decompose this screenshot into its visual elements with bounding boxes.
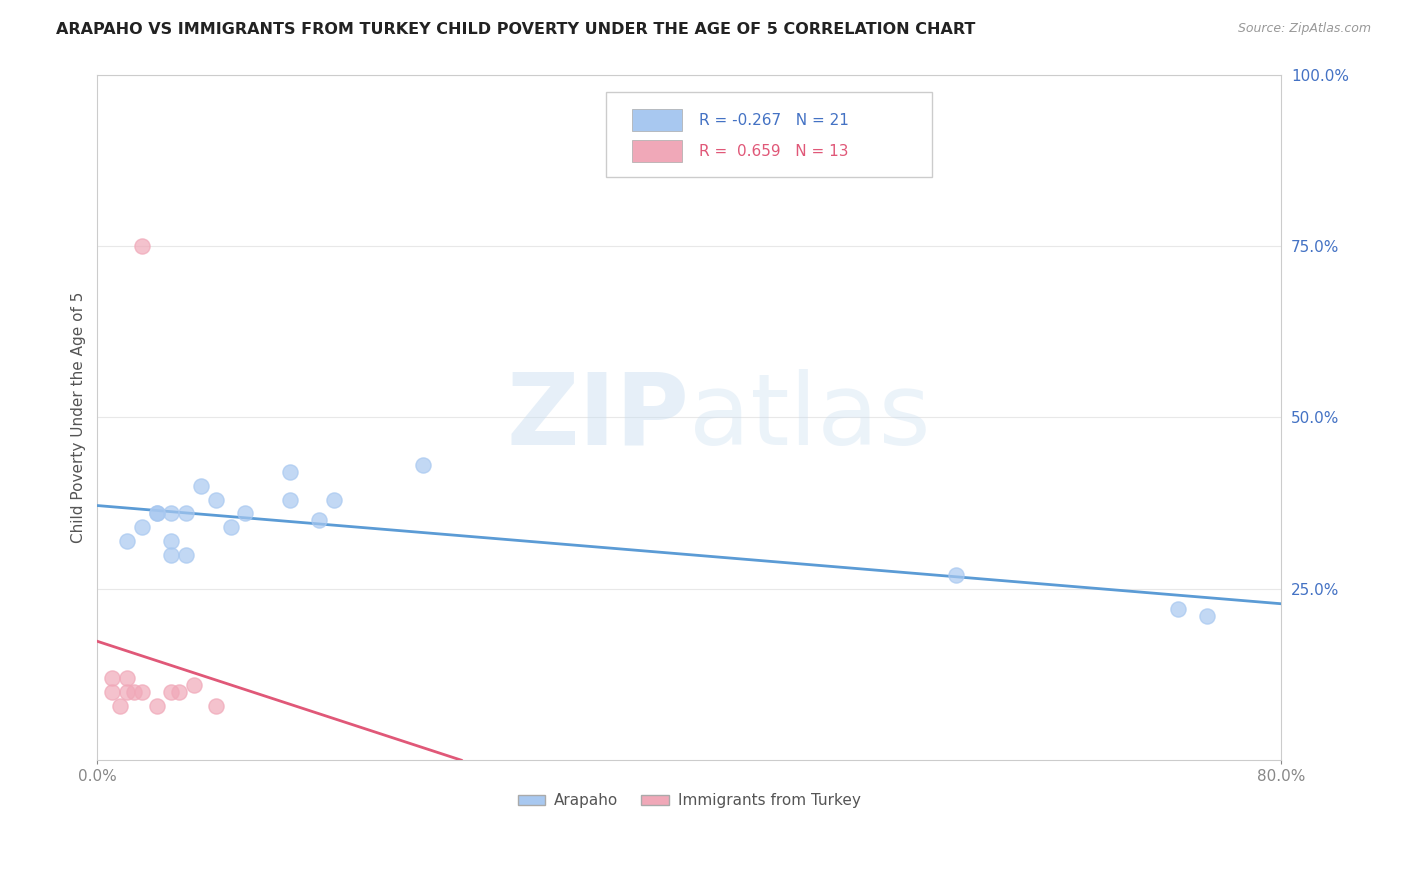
Point [323, 492, 346, 507]
Point [160, 548, 183, 562]
FancyBboxPatch shape [606, 92, 932, 178]
Point [278, 492, 301, 507]
Point [115, 671, 138, 685]
Point [160, 685, 183, 699]
Point [145, 507, 167, 521]
Text: ZIP: ZIP [506, 369, 689, 466]
Text: atlas: atlas [689, 369, 931, 466]
Point [131, 239, 153, 253]
Point [1197, 609, 1219, 624]
Text: R = -0.267   N = 21: R = -0.267 N = 21 [699, 113, 849, 128]
FancyBboxPatch shape [633, 140, 682, 162]
Text: ARAPAHO VS IMMIGRANTS FROM TURKEY CHILD POVERTY UNDER THE AGE OF 5 CORRELATION C: ARAPAHO VS IMMIGRANTS FROM TURKEY CHILD … [56, 22, 976, 37]
FancyBboxPatch shape [633, 110, 682, 131]
Point [278, 466, 301, 480]
Point [190, 479, 212, 493]
Point [174, 507, 197, 521]
Point [101, 685, 124, 699]
Point [160, 507, 183, 521]
Point [1166, 602, 1188, 616]
Point [160, 533, 183, 548]
Text: R =  0.659   N = 13: R = 0.659 N = 13 [699, 144, 848, 159]
Legend: Arapaho, Immigrants from Turkey: Arapaho, Immigrants from Turkey [512, 788, 868, 814]
Point [145, 507, 167, 521]
Point [183, 678, 205, 692]
Point [167, 685, 190, 699]
Point [115, 533, 138, 548]
Point [219, 520, 242, 534]
Point [204, 698, 226, 713]
Point [131, 685, 153, 699]
Point [145, 698, 167, 713]
Point [308, 513, 330, 527]
Point [124, 685, 146, 699]
Point [204, 492, 226, 507]
Point [233, 507, 256, 521]
Point [131, 520, 153, 534]
Point [945, 568, 967, 582]
Point [412, 458, 434, 473]
Point [174, 548, 197, 562]
Point [101, 671, 124, 685]
Text: Source: ZipAtlas.com: Source: ZipAtlas.com [1237, 22, 1371, 36]
Point [108, 698, 131, 713]
Point [115, 685, 138, 699]
Y-axis label: Child Poverty Under the Age of 5: Child Poverty Under the Age of 5 [72, 292, 86, 543]
